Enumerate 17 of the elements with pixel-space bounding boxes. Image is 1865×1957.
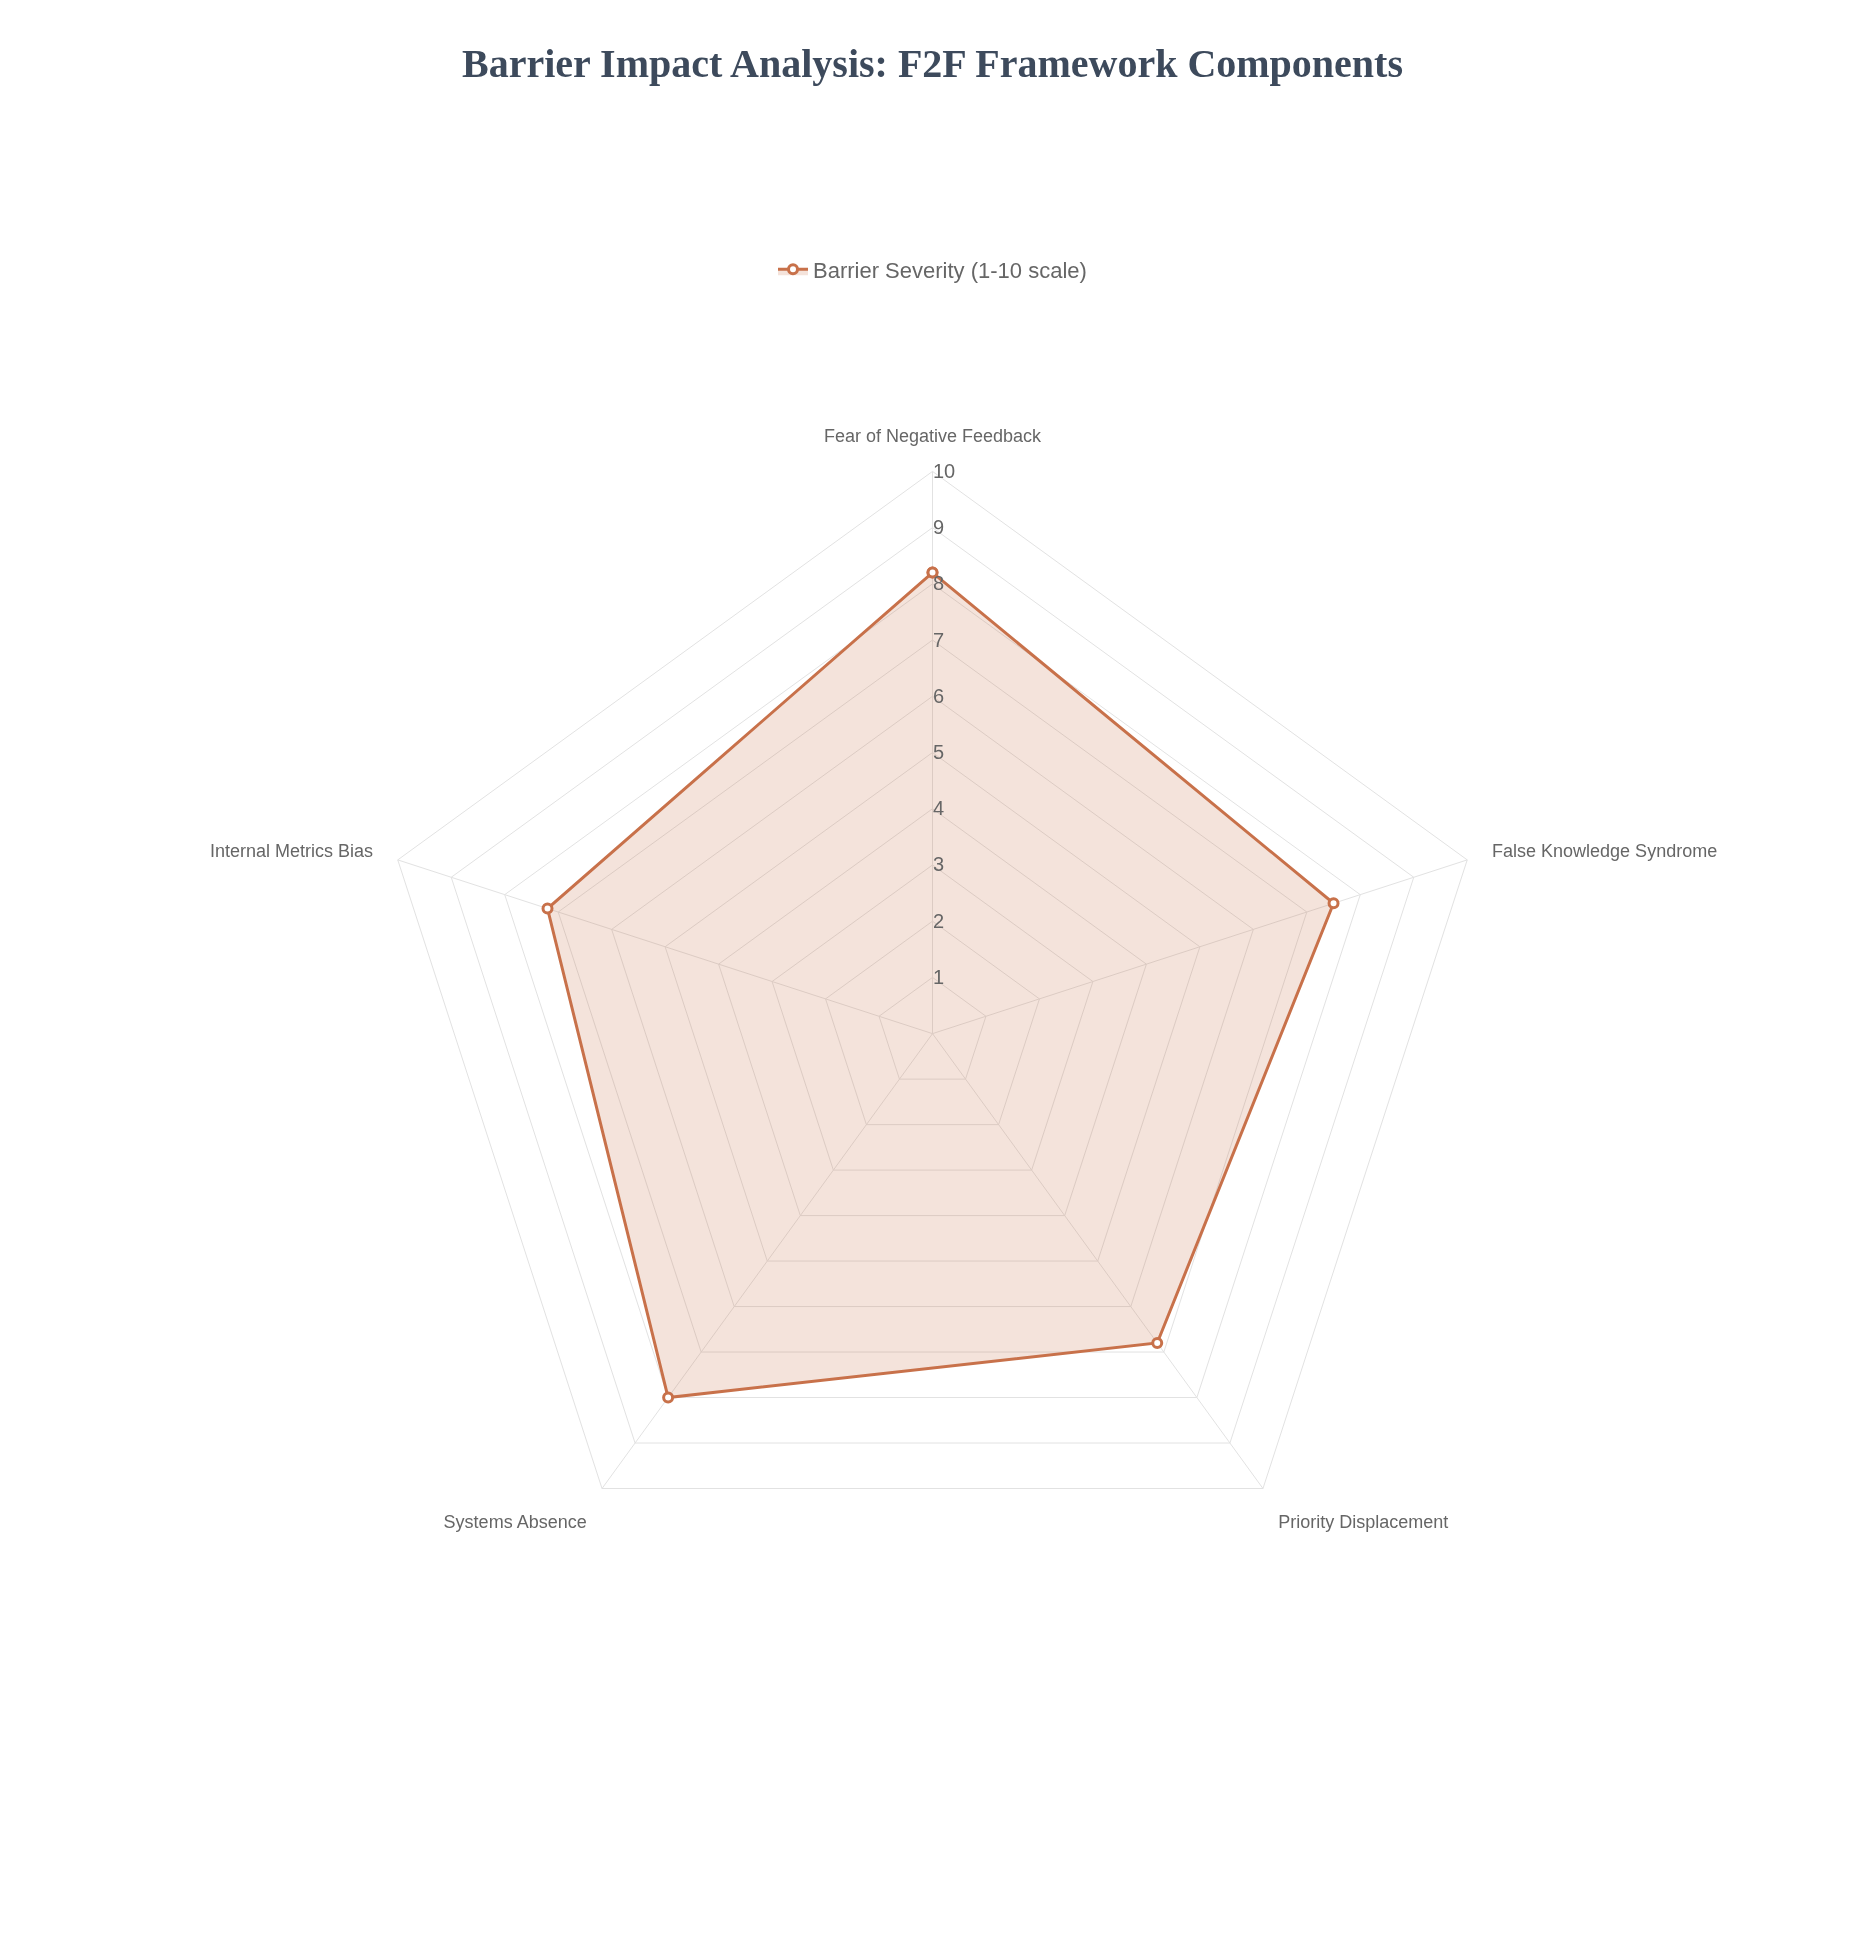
y-tick-label: 9 xyxy=(933,516,945,539)
spoke-label: Priority Displacement xyxy=(1278,1511,1449,1532)
y-tick-label: 4 xyxy=(933,797,945,820)
spoke-label: Internal Metrics Bias xyxy=(209,840,373,861)
y-tick-label: 1 xyxy=(933,965,945,988)
y-tick-label: 6 xyxy=(933,684,945,707)
legend-label: Barrier Severity (1-10 scale) xyxy=(813,257,1087,283)
y-tick-label: 8 xyxy=(933,572,945,595)
spoke-label: Fear of Negative Feedback xyxy=(823,425,1043,446)
spoke-label: Systems Absence xyxy=(443,1511,587,1532)
y-tick-label: 7 xyxy=(933,628,945,651)
y-tick-label: 3 xyxy=(933,853,945,876)
chart-title: Barrier Impact Analysis: F2F Framework Components xyxy=(461,40,1404,86)
spoke-label: False Knowledge Syndrome xyxy=(1492,840,1718,861)
y-tick-label: 10 xyxy=(933,459,956,482)
y-tick-label: 5 xyxy=(933,741,945,764)
y-tick-label: 2 xyxy=(933,909,945,932)
